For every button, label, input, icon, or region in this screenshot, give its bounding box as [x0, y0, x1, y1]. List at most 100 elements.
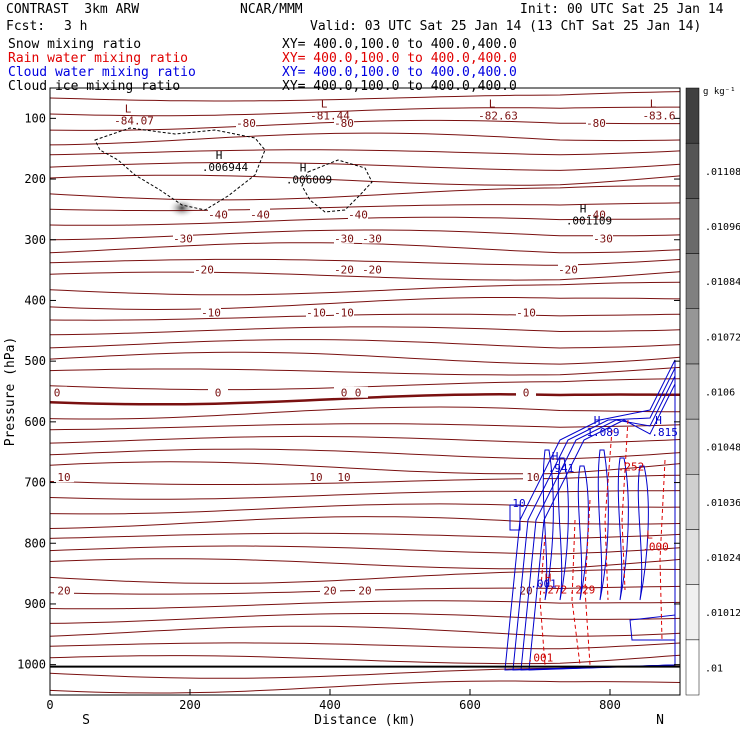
cloud-ice-contour: [94, 127, 266, 211]
isotherm-line: [49, 297, 681, 311]
field-rain-xy: XY= 400.0,100.0 to 400.0,400.0: [282, 51, 517, 66]
isotherm-line: [49, 271, 681, 281]
y-tick-label: 500: [24, 354, 46, 368]
y-tick-label: 600: [24, 415, 46, 429]
isotherm-label: 10: [309, 471, 322, 484]
rain-water-contour: [539, 534, 546, 666]
cloud-water-contour: [629, 614, 676, 641]
extremum-marker: H: [655, 414, 662, 427]
isotherm-line: [49, 406, 680, 420]
isotherm-line: [49, 642, 681, 650]
isotherm-label: -10: [306, 307, 326, 320]
isotherm-label-bg: [306, 471, 326, 483]
temperature-contours: -80 -80 -80-40 -40 -40 -40-30 -30 -30 -30-20 -20-…: [47, 91, 681, 694]
extremum-value: -81.44: [310, 110, 350, 123]
cloud-water-contour: [557, 457, 569, 601]
isotherm-label-bg: [194, 263, 214, 275]
isotherm-line: [49, 106, 680, 117]
isotherm-line: [49, 229, 681, 241]
isotherm-line: [49, 313, 681, 321]
contour-value-label: .001: [527, 652, 554, 665]
x-tick-label: 0: [46, 698, 53, 712]
colorbar-swatch: [685, 142, 700, 199]
isotherm-label: -10: [334, 307, 354, 320]
isotherm-label-bg: [362, 263, 382, 275]
isotherm-label: 0: [54, 387, 61, 400]
colorbar-label: .01: [705, 663, 723, 674]
extremum-value: 1.089: [586, 426, 619, 439]
isotherm-label-bg: [47, 386, 67, 398]
field-snow-xy: XY= 400.0,100.0 to 400.0,400.0: [282, 37, 517, 52]
fcst-label: Fcst:: [6, 19, 46, 34]
colorbar: .01 .01012 .01024 .01036 .01048 .0106 .01072 .0…: [685, 87, 740, 696]
colorbar-swatch: [685, 198, 700, 254]
rain-water-contours: [539, 419, 666, 666]
isotherm-label: -80: [334, 117, 354, 130]
isotherm-label-bg: [355, 584, 375, 596]
colorbar-unit: g kg⁻¹: [703, 87, 736, 97]
contour-value-label: .252: [618, 460, 645, 473]
extremum-marker: H: [552, 450, 559, 463]
isotherm-line: [49, 202, 681, 212]
isotherm-line: [49, 339, 681, 349]
isotherm-line: [49, 680, 681, 694]
isotherm-line: [49, 149, 681, 156]
contour-value-label: .001: [530, 578, 557, 591]
isotherm-label-bg: [348, 208, 368, 220]
y-tick-label: 800: [24, 536, 46, 550]
extremum-value: .815: [651, 426, 678, 439]
isotherm-label: 20: [57, 585, 70, 598]
colorbar-swatch: [685, 253, 700, 309]
x-tick-label: 200: [179, 698, 201, 712]
isotherm-label-bg: [250, 208, 270, 220]
isotherm-label-bg: [348, 386, 368, 398]
extremum-value: .001109: [566, 215, 612, 228]
contour-value-label: .229: [569, 584, 596, 597]
cloud-water-contour: [617, 457, 629, 601]
isotherm-label-bg: [334, 471, 354, 483]
extremum-marker: H: [300, 161, 307, 174]
colorbar-swatch: [685, 363, 700, 420]
colorbar-label: .01012: [705, 608, 740, 619]
isotherm-line: [49, 448, 681, 460]
extremum-value: .941: [548, 462, 575, 475]
isotherm-label-bg: [173, 232, 193, 244]
valid-time: Valid: 03 UTC Sat 25 Jan 14 (13 ChT Sat …: [310, 19, 702, 34]
extremum-marker: L: [489, 98, 496, 111]
isotherm-line: [49, 545, 681, 555]
isotherm-label-bg: [362, 232, 382, 244]
colorbar-label: .01108: [705, 167, 740, 178]
isotherm-line: [49, 532, 681, 539]
isotherm-line: [49, 91, 681, 102]
isotherm-label: -20: [362, 263, 382, 276]
isotherm-label: -10: [516, 307, 536, 320]
y-tick-label: 100: [24, 111, 46, 125]
isotherm-label: 20: [323, 585, 336, 598]
colorbar-label: .01072: [705, 332, 740, 343]
cloud-water-contours: [504, 359, 676, 671]
isotherm-label-bg: [320, 584, 340, 596]
extremum-marker: H: [594, 414, 601, 427]
colorbar-swatch: [685, 418, 700, 475]
y-tick-label: 400: [24, 293, 46, 307]
isotherm-label: 0: [523, 387, 530, 400]
extremum-value: -82.63: [478, 110, 518, 123]
rain-water-contour: [604, 429, 613, 601]
extremum-value: -83.6: [642, 110, 675, 123]
south-label: S: [82, 713, 90, 728]
isotherm-label: -40: [208, 208, 228, 221]
fcst-value: 3 h: [64, 19, 88, 34]
isotherm-label: 0: [341, 387, 348, 400]
y-tick-label: 900: [24, 597, 46, 611]
extremum-marker: H: [216, 149, 223, 162]
isotherm-label-bg: [516, 306, 536, 318]
north-label: N: [656, 713, 664, 728]
field-cloud-ice-xy: XY= 400.0,100.0 to 400.0,400.0: [282, 79, 517, 94]
isotherm-label-bg: [523, 471, 543, 483]
isotherm-line: [49, 568, 681, 584]
plot-frame: [49, 87, 681, 696]
isotherm-label-bg: [306, 306, 326, 318]
isotherm-line: [49, 174, 681, 186]
isotherm-line: [49, 242, 681, 254]
isotherm-label: 10: [526, 471, 539, 484]
